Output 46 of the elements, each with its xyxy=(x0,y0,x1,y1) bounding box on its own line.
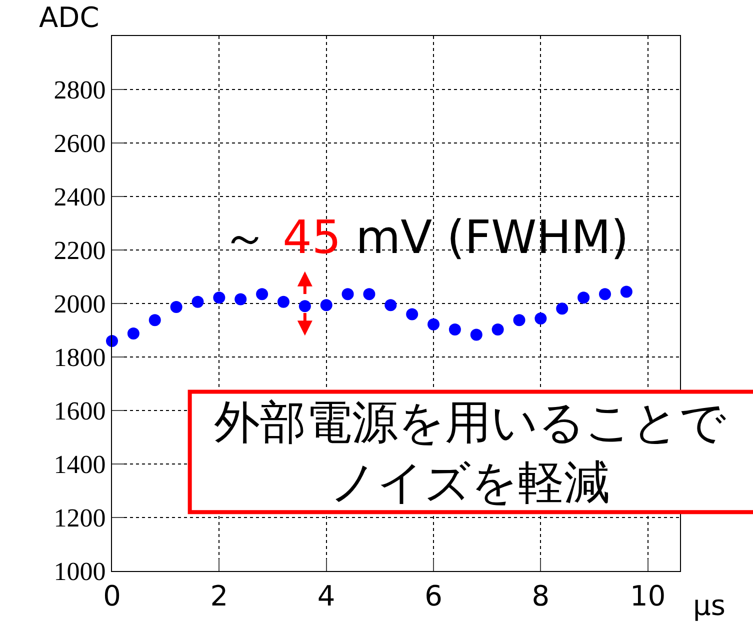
point xyxy=(428,318,440,330)
point xyxy=(363,288,376,300)
point xyxy=(534,312,547,324)
point xyxy=(556,302,568,315)
x-tick-label: 2 xyxy=(210,580,228,613)
point xyxy=(406,308,418,320)
y-axis-title: ADC xyxy=(39,1,100,34)
point xyxy=(578,292,590,304)
y-tick-label: 2800 xyxy=(54,76,106,105)
point xyxy=(298,300,311,312)
point xyxy=(620,286,632,298)
point xyxy=(320,299,332,312)
point xyxy=(492,323,504,336)
x-tick-label: 8 xyxy=(532,580,550,613)
point xyxy=(127,327,140,340)
point xyxy=(106,334,118,347)
point xyxy=(384,299,397,312)
point xyxy=(277,296,290,308)
y-tick-label: 2000 xyxy=(54,290,106,319)
y-tick-label: 1800 xyxy=(54,343,106,372)
point xyxy=(148,314,161,326)
point xyxy=(213,292,226,304)
y-tick-label: 2600 xyxy=(54,129,106,158)
x-tick-label: 4 xyxy=(317,580,336,613)
point xyxy=(598,288,611,300)
point xyxy=(342,288,354,300)
x-tick-label: 6 xyxy=(424,580,442,613)
point xyxy=(470,328,482,341)
y-tick-label: 2200 xyxy=(54,236,106,266)
annotation: ノイズを軽減 xyxy=(330,455,610,509)
point xyxy=(234,293,247,306)
annotation: 外部電源を用いることで xyxy=(214,395,726,449)
y-tick-label: 1000 xyxy=(54,557,106,586)
x-tick-label: 0 xyxy=(103,580,121,613)
x-tick-label: 10 xyxy=(630,580,666,613)
y-tick-label: 2400 xyxy=(54,182,106,212)
y-tick-label: 1400 xyxy=(54,450,106,480)
point xyxy=(170,300,182,313)
point xyxy=(192,296,204,308)
y-tick-label: 1600 xyxy=(54,396,106,426)
point xyxy=(256,288,268,300)
point xyxy=(448,323,461,336)
point xyxy=(513,314,526,326)
x-axis-title: µs xyxy=(693,589,726,622)
y-tick-label: 1200 xyxy=(54,504,106,533)
annotation: ～ 45 mV (FWHM) xyxy=(222,210,629,264)
